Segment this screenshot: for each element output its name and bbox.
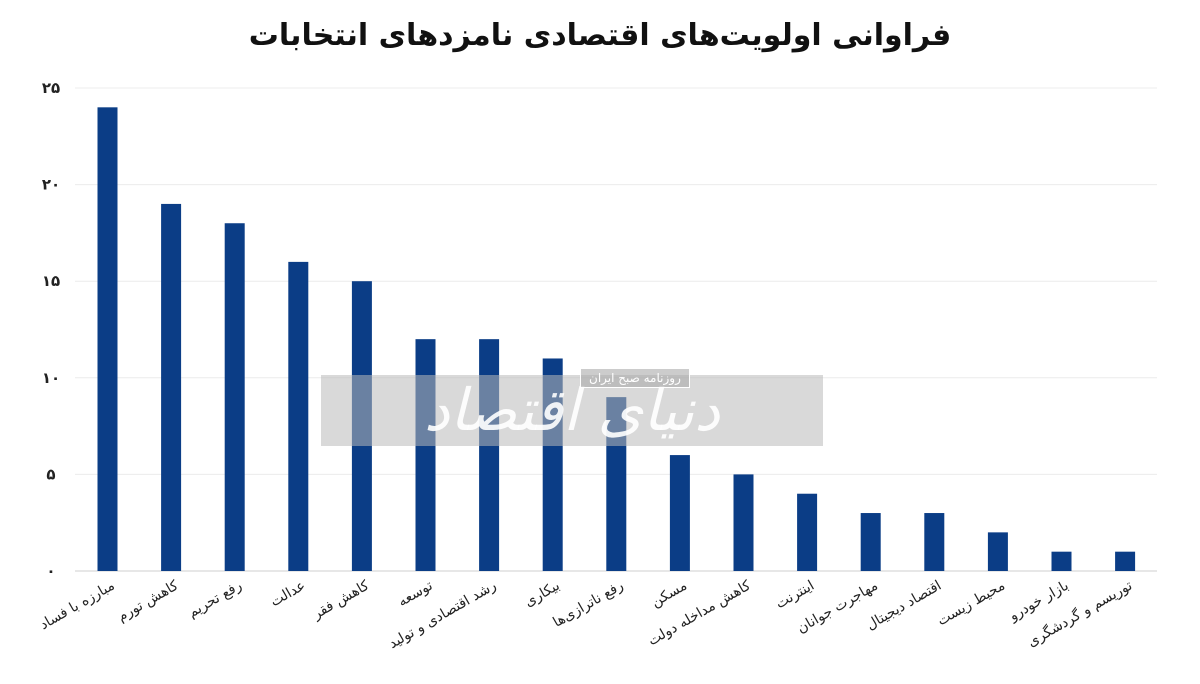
bar bbox=[924, 513, 945, 571]
x-tick-label: توسعه bbox=[395, 578, 435, 610]
bar bbox=[224, 223, 245, 572]
y-axis-ticks: ۰ ۵ ۱۰ ۱۵ ۲۰ ۲۵ bbox=[42, 79, 60, 580]
watermark-subtitle: روزنامه صبح ایران bbox=[580, 368, 690, 388]
x-tick-label: رفع ناترازی‌ها bbox=[550, 578, 626, 631]
chart-title: فراوانی اولویت‌های اقتصادی نامزدهای انتخ… bbox=[248, 18, 952, 53]
y-tick-label: ۲۰ bbox=[42, 176, 60, 194]
x-tick-label: اینترنت bbox=[773, 578, 817, 613]
x-tick-label: محیط زیست bbox=[935, 578, 1008, 630]
watermark-logo-text: دنیای اقتصاد bbox=[423, 376, 721, 444]
x-tick-label: توریسم و گردشگری bbox=[1024, 577, 1135, 651]
bar bbox=[733, 474, 754, 571]
bar bbox=[1115, 551, 1136, 571]
bar bbox=[288, 261, 309, 571]
bar bbox=[797, 493, 818, 571]
bar bbox=[415, 339, 436, 571]
x-tick-label: مسکن bbox=[649, 578, 690, 611]
y-tick-label: ۲۵ bbox=[42, 79, 60, 97]
x-tick-label: مبارزه با فساد bbox=[37, 578, 117, 634]
y-tick-label: ۵ bbox=[46, 465, 55, 483]
y-tick-label: ۰ bbox=[46, 562, 55, 580]
x-tick-label: عدالت bbox=[268, 578, 309, 611]
x-tick-label: کاهش فقر bbox=[309, 577, 372, 623]
x-tick-label: کاهش تورم bbox=[115, 577, 181, 625]
bar bbox=[1051, 551, 1072, 571]
x-tick-label: رفع تحریم bbox=[185, 578, 244, 621]
bar bbox=[669, 455, 690, 571]
bar bbox=[161, 203, 182, 572]
y-tick-label: ۱۰ bbox=[42, 369, 60, 387]
bar bbox=[97, 107, 118, 571]
bar bbox=[987, 532, 1008, 571]
x-tick-label: رشد اقتصادی و تولید bbox=[386, 578, 499, 653]
bar bbox=[479, 339, 500, 571]
bar bbox=[860, 513, 881, 571]
x-tick-label: بیکاری bbox=[522, 578, 563, 611]
bars bbox=[97, 107, 1136, 572]
y-tick-label: ۱۵ bbox=[42, 272, 60, 290]
